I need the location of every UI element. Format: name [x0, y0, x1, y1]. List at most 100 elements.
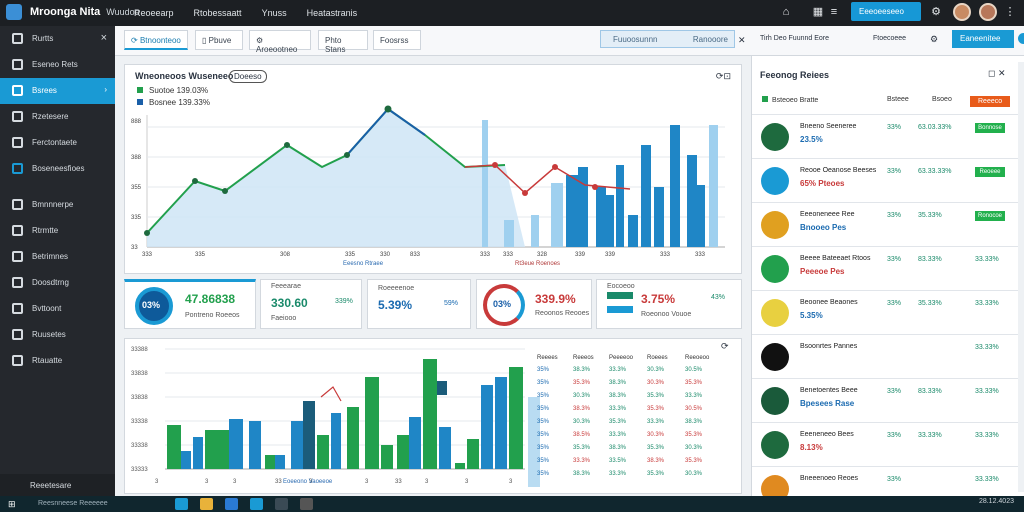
search-button[interactable]: Eaneenitee	[952, 30, 1014, 48]
table-cell: 30.3%	[647, 367, 665, 373]
windows-start-icon[interactable]: ⊞	[8, 499, 16, 509]
sidebar-item[interactable]: Bmnnnerpe	[0, 192, 115, 218]
table-cell: 33.3%	[609, 432, 627, 438]
home-icon[interactable]: ⌂	[782, 6, 790, 18]
stock-value: 83.33%	[918, 256, 942, 263]
avatar[interactable]	[979, 3, 997, 21]
close-icon[interactable]: ×	[100, 32, 107, 44]
top-action-button[interactable]: Eeeoeeseeo	[851, 2, 921, 21]
table-header[interactable]: Reeoeoo	[685, 355, 710, 361]
stock-thumbnail	[761, 123, 789, 151]
svg-text:33: 33	[275, 479, 282, 485]
data-table: Reeees Reeeos Peeeeoo Roeees Reeoeoo 35% 38.3%…	[537, 355, 737, 487]
chart-badge[interactable]: Doeeso	[229, 70, 267, 83]
legend-item: Suotoe 139.03%	[137, 86, 208, 95]
table-cell: 35.3%	[685, 458, 703, 464]
table-cell: 35%	[537, 471, 550, 477]
sidebar-item[interactable]: Rzetesere	[0, 104, 115, 130]
table-header[interactable]: Peeeeoo	[609, 355, 634, 361]
stock-name: Reooe Oeanose Beeses	[800, 167, 877, 174]
gear-icon: ⚙	[256, 36, 264, 45]
settings-icon[interactable]: ⚙	[930, 34, 939, 44]
sidebar: Rurtts × Eseneo Rets Bsrees › Rzetesere Fe…	[0, 26, 115, 496]
stock-change: Bnooeo Pes	[800, 223, 847, 232]
stock-action-button[interactable]: Bonnose	[975, 123, 1005, 133]
column-header[interactable]: Reeeco	[970, 96, 1011, 107]
stock-row[interactable]: Bsoonrtes Pannes 33.33%	[752, 334, 1020, 378]
app-icon[interactable]	[250, 498, 263, 510]
stock-row[interactable]: Reooe Oeanose Beeses 65% Pteoes 33% 63.33.3…	[752, 158, 1020, 202]
sidebar-item[interactable]: Eseneo Rets	[0, 52, 115, 78]
tab[interactable]: Foosrss	[373, 30, 421, 50]
table-cell: 38.3%	[609, 445, 627, 451]
tab[interactable]: ▯ Pbuve	[195, 30, 243, 50]
kpi-card[interactable]: 03% 47.86838 Pontreno Roeeos	[124, 279, 256, 329]
mail-icon[interactable]	[225, 498, 238, 510]
taskbar-search[interactable]: Reesnneese Reeeeee	[38, 500, 108, 507]
stock-row[interactable]: Eeeoneneee Ree Bnooeo Pes 33% 35.33% Ronocoe	[752, 202, 1020, 246]
stock-pct: 33%	[887, 124, 902, 131]
close-icon[interactable]: ✕	[738, 35, 746, 45]
stock-change: Peeeoe Pes	[800, 267, 845, 276]
table-cell: 33.3%	[647, 419, 665, 425]
app-icon[interactable]	[275, 498, 288, 510]
refresh-icon[interactable]: ⟳	[721, 341, 729, 351]
stock-action-button[interactable]: Ronocoe	[975, 211, 1005, 221]
user-icon[interactable]	[1018, 33, 1024, 44]
x-axis-label: Eeesno Rtraee	[343, 261, 384, 267]
sidebar-item[interactable]: Rurtts ×	[0, 26, 115, 52]
settings-icon[interactable]: ⚙	[931, 6, 941, 18]
sidebar-item[interactable]: Rtauatte	[0, 348, 115, 374]
box-icon	[12, 329, 23, 340]
table-header[interactable]: Reeeos	[573, 355, 594, 361]
sidebar-item[interactable]: Ferctontaete	[0, 130, 115, 156]
stock-row[interactable]: Benetoentes Beee Bpesees Rase 33% 83.33% 33.…	[752, 378, 1020, 422]
menu-item[interactable]: Heatastranis	[306, 8, 358, 18]
browser-icon[interactable]	[175, 498, 188, 510]
sidebar-item[interactable]: Betrimnes	[0, 244, 115, 270]
sidebar-item[interactable]: Bvttoont	[0, 296, 115, 322]
stock-action-button[interactable]: Reoeee	[975, 167, 1005, 177]
stock-thumbnail	[761, 211, 789, 239]
chart-icon	[12, 85, 23, 96]
search-input[interactable]: Fuuoosunnn Ranooore	[600, 30, 735, 48]
stock-row[interactable]: Beeee Bateeaet Rtoos Peeeoe Pes 33% 83.33% 3…	[752, 246, 1020, 290]
sidebar-item-active[interactable]: Bsrees ›	[0, 78, 115, 104]
export-icon[interactable]: ⟳⊡	[715, 71, 731, 81]
table-header[interactable]: Roeees	[647, 355, 668, 361]
sidebar-item[interactable]: Doosdtrng	[0, 270, 115, 296]
filter-label[interactable]: Ftoecoeee	[873, 35, 907, 42]
scrollbar[interactable]	[1018, 62, 1024, 492]
app-icon[interactable]	[300, 498, 313, 510]
stock-value: 63.33.33%	[918, 168, 952, 175]
sidebar-item[interactable]: Boseneesfioes	[0, 156, 115, 182]
tab[interactable]: Phto Stans	[318, 30, 368, 54]
folder-icon[interactable]	[200, 498, 213, 510]
table-header[interactable]: Reeees	[537, 355, 558, 361]
kpi-card[interactable]: Roeeeenoe 5.39% 59%	[367, 279, 471, 329]
tab[interactable]: ⚙ Aroeootneo	[249, 30, 311, 54]
sidebar-item[interactable]: Rtrmtte	[0, 218, 115, 244]
stock-row[interactable]: Beoonee Beaones 5.35% 33% 35.33% 33.33%	[752, 290, 1020, 334]
menu-item[interactable]: Ynuss	[261, 8, 287, 18]
grid-icon[interactable]: ▦	[812, 6, 824, 18]
stock-row[interactable]: Bneeno Seeneree 23.5% 33% 63.03.33% Bonnose	[752, 114, 1020, 158]
sidebar-item[interactable]: Ruusetes	[0, 322, 115, 348]
kpi-card[interactable]: Feeearae 330.60 339% Faeiooo	[260, 279, 362, 329]
menu-item[interactable]: Reoeearp	[134, 8, 174, 18]
avatar[interactable]	[953, 3, 971, 21]
kpi-card[interactable]: Eocoeoo 3.75% 43% Roeonoo Vouoe	[596, 279, 742, 329]
window-icons[interactable]: ◻ ✕	[988, 68, 1006, 78]
filter-label[interactable]: Tirh Deo Fuunnd Eore	[760, 35, 829, 42]
stock-row[interactable]: Eeeneneeo Bees 8.13% 33% 33.33% 33.33%	[752, 422, 1020, 466]
stock-change: 23.5%	[800, 135, 823, 144]
legend-item: Bosnee 139.33%	[137, 98, 210, 107]
stock-name: Bneeenoeo Reoes	[800, 475, 858, 482]
scroll-track[interactable]	[528, 397, 540, 487]
menu-item[interactable]: Rtobessaatt	[193, 8, 242, 18]
sidebar-footer[interactable]: Reeetesare	[0, 474, 115, 496]
menu-icon[interactable]: ⋮	[1004, 6, 1016, 18]
tab-overview[interactable]: ⟳ Btnoonteoo	[124, 30, 188, 50]
more-icon[interactable]: ≡	[830, 6, 838, 18]
kpi-card[interactable]: 03% 339.9% Reoonos Reooes	[476, 279, 592, 329]
